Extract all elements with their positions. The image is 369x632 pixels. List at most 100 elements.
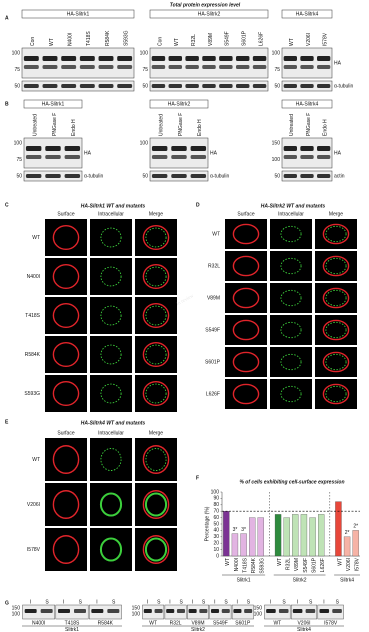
band <box>23 56 39 61</box>
band <box>235 56 250 61</box>
blot-header-box <box>21 9 135 19</box>
blot-header-box <box>23 99 83 109</box>
membrane-stain <box>322 351 350 373</box>
micrograph <box>135 483 177 526</box>
membrane-stain <box>142 490 170 519</box>
bar <box>257 517 264 557</box>
panel-title: Total protein expression level <box>170 2 241 8</box>
y-tick-label: 50 <box>213 521 219 527</box>
micrograph <box>270 251 312 281</box>
row-label: S593G <box>24 391 40 397</box>
row-label: V89M <box>207 295 220 301</box>
lane-label: WT <box>289 38 295 46</box>
fraction-label: I <box>192 599 193 605</box>
marker-label: 150 <box>272 140 281 146</box>
lane-label: V89M <box>208 33 214 46</box>
membrane-stain <box>142 535 170 564</box>
membrane-stain <box>52 535 80 564</box>
lane-label: S601P <box>242 30 248 46</box>
band <box>252 56 267 61</box>
band <box>188 609 197 613</box>
blot-panel <box>23 137 83 169</box>
fraction-label: I <box>323 599 324 605</box>
intracellular-stain <box>325 225 347 243</box>
lane-label: WT <box>49 38 55 46</box>
chart-title: % of cells exhibiting cell-surface expre… <box>239 479 344 485</box>
panel-letter: B <box>5 101 9 107</box>
panel-title: HA-Slitrk2 WT and mutants <box>261 203 326 209</box>
bar <box>335 501 342 557</box>
band <box>25 146 42 151</box>
micrograph <box>45 528 87 571</box>
intracellular-stain <box>100 448 122 471</box>
band <box>300 84 314 88</box>
marker-label: 100 <box>272 50 281 56</box>
membrane-stain <box>52 224 80 251</box>
fraction-label: I <box>96 599 97 605</box>
blot-panel <box>281 137 333 169</box>
band <box>283 84 297 88</box>
band <box>319 609 330 613</box>
significance-label: 2* <box>353 524 358 530</box>
marker-label: 100 <box>272 157 281 163</box>
band <box>219 56 233 61</box>
panel-title: HA-Slitrk4 WT and mutants <box>81 420 146 426</box>
fraction-label: S <box>247 599 251 605</box>
lane-label: R584K <box>98 620 114 626</box>
membrane-stain <box>232 223 260 245</box>
row-label: V206I <box>27 502 40 508</box>
bar <box>231 533 239 557</box>
band <box>24 609 37 613</box>
blot-header-box <box>149 9 269 19</box>
micrograph <box>135 528 177 571</box>
bar <box>352 530 359 557</box>
marker-label: 50 <box>142 83 148 89</box>
marker-label: 100 <box>132 611 141 617</box>
band <box>151 155 168 159</box>
micrograph <box>90 219 132 256</box>
column-header: Surface <box>237 211 254 217</box>
band <box>199 609 208 613</box>
x-tick-label: WT <box>337 558 343 566</box>
membrane-stain <box>52 302 80 329</box>
membrane-stain <box>142 263 170 290</box>
band <box>151 56 166 61</box>
lane-label: Untreated <box>289 114 295 136</box>
band <box>143 609 152 613</box>
intracellular-stain <box>280 257 302 275</box>
micrograph <box>90 297 132 334</box>
bar <box>309 517 316 557</box>
intracellular-stain <box>145 305 167 326</box>
band <box>23 65 39 69</box>
group-label: Slitrk4 <box>340 577 354 583</box>
blot-label: α-tubulin <box>210 173 230 179</box>
band <box>42 65 58 69</box>
bar <box>240 533 247 557</box>
band <box>300 146 314 151</box>
band <box>151 174 168 178</box>
y-tick-label: 0 <box>216 553 219 559</box>
band <box>185 65 199 69</box>
lane-label: WT <box>273 620 281 626</box>
band <box>244 609 253 613</box>
band <box>58 609 70 613</box>
band <box>79 84 95 88</box>
band <box>98 65 114 69</box>
band <box>25 155 42 159</box>
marker-label: 100 <box>14 140 23 146</box>
micrograph <box>45 375 87 412</box>
x-tick-label: I578V <box>355 557 361 571</box>
micrograph <box>225 379 267 409</box>
row-label: WT <box>212 231 220 237</box>
membrane-stain <box>232 319 260 341</box>
micrograph <box>90 375 132 412</box>
blot-panel <box>55 604 89 620</box>
marker-label: 100 <box>140 50 149 56</box>
band <box>190 174 207 178</box>
row-label: WT <box>32 235 40 241</box>
group-label: Slitrk2 <box>191 627 205 632</box>
lane-label: Con <box>30 37 36 46</box>
micrograph <box>45 219 87 256</box>
intracellular-stain <box>100 383 122 404</box>
membrane-stain <box>322 383 350 405</box>
